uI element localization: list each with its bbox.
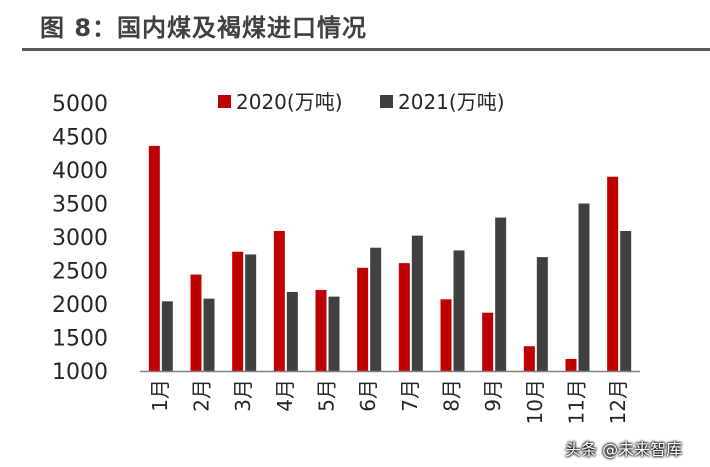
legend-2021-label: 2021(万吨) [398, 90, 505, 114]
x-tick-label: 4月 [273, 379, 297, 412]
bar-2021 [578, 203, 590, 371]
y-tick-label: 2500 [52, 260, 108, 285]
x-tick-label: 1月 [148, 379, 172, 412]
bar-2020 [148, 145, 160, 371]
y-tick-label: 4500 [52, 126, 108, 151]
x-tick-label: 8月 [440, 379, 464, 412]
x-tick-label: 2月 [190, 379, 214, 412]
y-tick-label: 1000 [52, 360, 108, 385]
bar-2021 [411, 235, 423, 371]
y-tick-label: 3000 [52, 226, 108, 251]
bar-2021 [620, 230, 632, 371]
bar-2021 [536, 257, 548, 371]
y-tick-label: 4000 [52, 159, 108, 184]
bar-2020 [440, 299, 452, 371]
bar-2020 [398, 263, 410, 371]
bar-2020 [607, 176, 619, 371]
bar-2021 [245, 254, 257, 371]
bar-2020 [273, 230, 285, 371]
y-tick-label: 5000 [52, 92, 108, 117]
bar-2021 [161, 301, 173, 371]
title-divider [22, 48, 710, 51]
x-tick-label: 11月 [565, 379, 589, 424]
x-tick-label: 3月 [231, 379, 255, 412]
bar-2021 [453, 250, 465, 371]
y-tick-label: 3500 [52, 193, 108, 218]
bar-2021 [203, 298, 215, 371]
x-tick-label: 12月 [606, 379, 630, 424]
bar-2020 [357, 267, 369, 371]
y-tick-label: 2000 [52, 293, 108, 318]
bar-2021 [370, 247, 382, 371]
watermark: 头条 @未来智库 [565, 440, 683, 459]
legend-2021-swatch [380, 95, 393, 108]
bar-2021 [328, 296, 340, 371]
x-tick-label: 7月 [398, 379, 422, 412]
title-bar: 图 8：国内煤及褐煤进口情况 [0, 0, 710, 46]
x-tick-label: 9月 [481, 379, 505, 412]
x-tick-label: 6月 [356, 379, 380, 412]
x-tick-label: 5月 [315, 379, 339, 412]
bar-2021 [286, 291, 298, 371]
x-tick-label: 10月 [523, 379, 547, 424]
bar-2020 [523, 346, 535, 371]
bar-2020 [315, 289, 327, 371]
bar-2020 [482, 312, 494, 371]
legend-2020-swatch [218, 95, 231, 108]
y-tick-label: 1500 [52, 327, 108, 352]
bar-2020 [232, 251, 244, 371]
page-title: 图 8：国内煤及褐煤进口情况 [40, 14, 368, 42]
legend-2020-label: 2020(万吨) [236, 90, 343, 114]
bar-2021 [495, 217, 507, 371]
bar-2020 [565, 358, 577, 371]
bar-2020 [190, 274, 202, 371]
